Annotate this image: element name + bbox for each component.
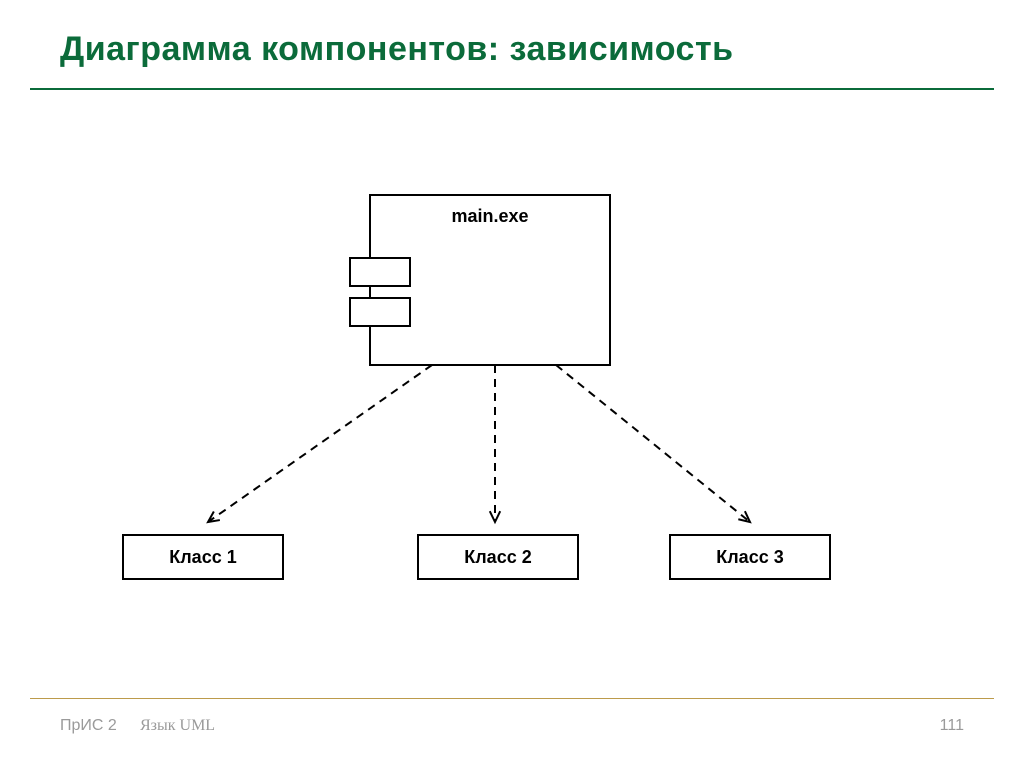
footer-mid: Язык UML	[140, 717, 215, 735]
footer-left: ПрИС 2	[60, 717, 117, 735]
component-diagram: main.exe Класс 1 Класс 2 Класс 3	[0, 0, 1024, 767]
dependency-arrow-head-1	[208, 512, 220, 522]
bottom-underline	[30, 698, 994, 700]
component-tab-2	[350, 298, 410, 326]
class-label-2: Класс 2	[464, 547, 531, 567]
dependency-arrow-line-1	[210, 365, 432, 521]
class-label-3: Класс 3	[716, 547, 783, 567]
component-tab-1	[350, 258, 410, 286]
class-label-1: Класс 1	[169, 547, 236, 567]
dependency-arrow-line-3	[556, 365, 748, 521]
page-number: 111	[940, 717, 964, 735]
component-label: main.exe	[451, 206, 528, 226]
